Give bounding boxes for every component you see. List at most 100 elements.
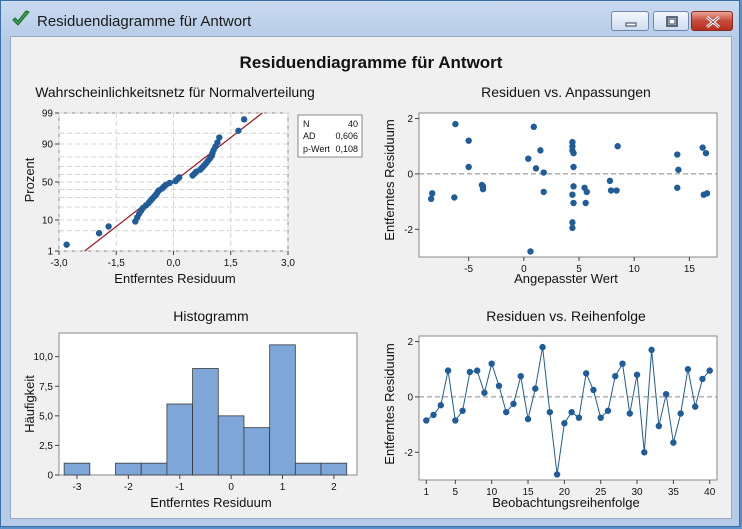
close-button[interactable] — [691, 11, 733, 31]
vs-fits-xlabel: Angepasster Wert — [514, 271, 618, 286]
vs-order-x-tick-label: 15 — [522, 487, 534, 498]
vs-order-point — [655, 422, 663, 430]
vs-fits-frame — [418, 112, 718, 258]
probability-point — [240, 116, 248, 123]
vs-order-x-tick-label: 20 — [559, 487, 571, 498]
histogram-x-tick-label: 0 — [228, 482, 234, 493]
vs-fits-point — [537, 147, 544, 154]
probability-x-tick-label: 1,5 — [224, 258, 238, 269]
vs-order-title: Residuen vs. Reihenfolge — [486, 308, 646, 324]
probability-plot-ylabel: Prozent — [22, 157, 37, 202]
vs-order-point — [626, 410, 633, 417]
vs-fits-point — [614, 143, 621, 150]
stat-p-value: 0,108 — [335, 144, 358, 154]
vs-order-point — [452, 417, 459, 424]
vs-fits-point — [702, 149, 710, 157]
minimize-button[interactable] — [611, 11, 649, 31]
vs-order-x-tick-label: 35 — [668, 487, 680, 498]
vs-order-point — [619, 360, 626, 367]
vs-order-point — [706, 367, 713, 374]
residuals-vs-fits-panel: Residuen vs. Anpassungen Angepasster Wer… — [382, 84, 718, 286]
histogram-bar — [243, 427, 271, 476]
probability-plot-xlabel: Entferntes Residuum — [114, 271, 235, 286]
probability-y-tick-label: 10 — [42, 216, 54, 227]
vs-order-frame — [418, 335, 718, 481]
vs-order-ylabel: Entferntes Residuum — [382, 343, 397, 464]
probability-point — [216, 134, 223, 141]
vs-order-x-tick-label: 5 — [453, 487, 459, 498]
probability-plot-title: Wahrscheinlichkeitsnetz für Normalvertei… — [35, 84, 315, 100]
vs-fits-point — [478, 181, 486, 189]
vs-order-point — [612, 372, 619, 380]
probability-x-tick-label: -1,5 — [108, 258, 126, 269]
histogram-bar — [166, 403, 193, 476]
histogram-y-tick-label: 2,5 — [39, 441, 53, 452]
vs-fits-x-tick-label: 15 — [684, 264, 696, 275]
probability-y-tick-label: 99 — [42, 109, 54, 120]
vs-order-point — [684, 366, 692, 373]
vs-order-point — [466, 368, 474, 376]
vs-fits-point — [530, 123, 537, 131]
vs-order-point — [641, 449, 648, 456]
histogram-bar — [320, 462, 348, 476]
stat-n-label: N — [303, 119, 310, 129]
histogram-bar — [294, 462, 322, 476]
probability-x-tick-label: -3,0 — [50, 258, 68, 269]
histogram-x-tick-label: -1 — [175, 482, 184, 493]
vs-order-point — [561, 420, 568, 427]
probability-y-tick-label: 1 — [47, 247, 53, 258]
graph-area: Residuendiagramme für Antwort Wahrschein… — [10, 36, 732, 519]
title-bar[interactable]: Residuendiagramme für Antwort — [1, 1, 739, 35]
vs-fits-x-tick-label: 5 — [576, 264, 582, 275]
histogram-y-tick-label: 7,5 — [39, 382, 53, 393]
histogram-bar — [217, 415, 245, 476]
vs-fits-point — [570, 199, 577, 207]
vs-order-point — [546, 408, 554, 416]
histogram-bar — [269, 344, 296, 476]
vs-fits-point — [452, 120, 459, 128]
stat-p-label: p-Wert — [303, 144, 330, 154]
probability-point — [166, 179, 173, 187]
vs-order-point — [430, 411, 437, 419]
probability-point — [63, 241, 70, 248]
vs-order-point — [539, 343, 546, 351]
vs-order-x-tick-label: 40 — [704, 487, 716, 498]
vs-order-y-tick-label: -2 — [404, 448, 413, 459]
histogram-y-tick-label: 0 — [47, 471, 53, 482]
restore-icon — [666, 16, 678, 27]
vs-order-point — [437, 402, 445, 409]
vs-fits-point — [569, 191, 576, 198]
vs-fits-point — [569, 219, 576, 226]
histogram-x-tick-label: -3 — [73, 482, 82, 493]
vs-order-y-tick-label: 0 — [407, 392, 413, 403]
vs-order-point — [699, 375, 706, 383]
histogram-bar — [63, 462, 91, 476]
probability-x-tick-label: 0,0 — [167, 258, 181, 269]
vs-fits-title: Residuen vs. Anpassungen — [481, 84, 651, 100]
vs-fits-point — [583, 188, 590, 196]
vs-order-point — [648, 346, 655, 354]
vs-fits-point — [465, 163, 472, 171]
residuals-vs-order-panel: Residuen vs. Reihenfolge Beobachtungsrei… — [382, 308, 718, 510]
vs-fits-ylabel: Entferntes Residuum — [382, 119, 397, 240]
vs-fits-x-tick-label: 0 — [521, 264, 527, 275]
probability-point — [214, 139, 221, 146]
probability-x-tick-label: 3,0 — [281, 258, 295, 269]
vs-fits-point — [674, 184, 681, 191]
probability-point — [235, 127, 242, 134]
minitab-check-icon — [12, 10, 30, 26]
probability-point — [105, 223, 112, 230]
maximize-button[interactable] — [653, 11, 689, 31]
stats-box: N 40 AD 0,606 p-Wert 0,108 — [297, 114, 363, 158]
histogram-xlabel: Entferntes Residuum — [150, 495, 271, 510]
vs-order-y-tick-label: 2 — [407, 337, 413, 348]
vs-fits-point — [607, 187, 615, 194]
probability-point — [176, 174, 183, 181]
vs-order-point — [423, 417, 430, 424]
probability-point — [95, 230, 103, 237]
vs-order-point — [524, 415, 532, 423]
vs-fits-point — [675, 166, 682, 173]
vs-order-point — [597, 414, 604, 421]
histogram-y-tick-label: 5,0 — [39, 411, 53, 422]
vs-order-point — [444, 367, 452, 374]
